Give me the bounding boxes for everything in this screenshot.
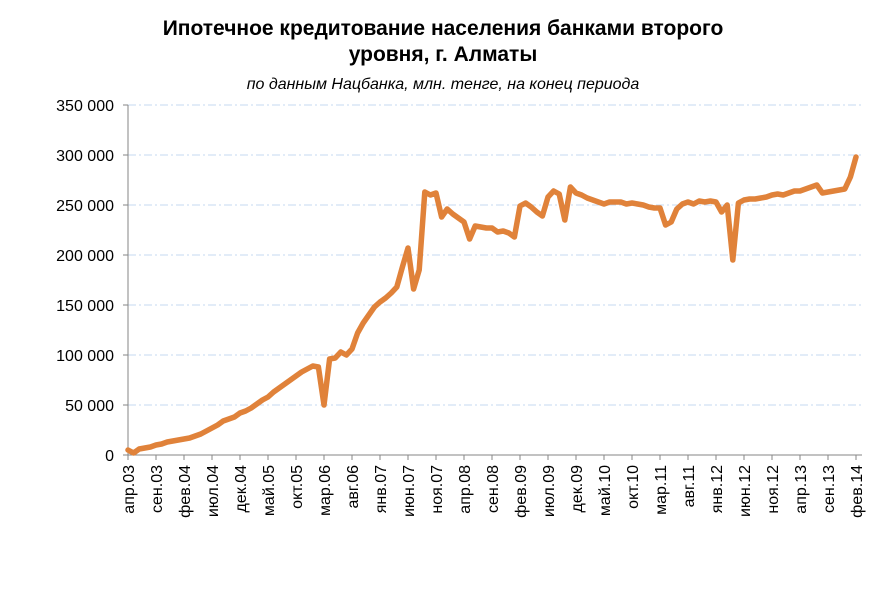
x-tick-label: май.10	[597, 465, 614, 516]
y-tick-label: 250 000	[56, 198, 114, 215]
x-tick-label: фев.14	[849, 465, 866, 518]
x-tick-label: ноя.07	[429, 465, 446, 514]
series-line	[125, 154, 859, 456]
y-tick-label: 50 000	[65, 398, 114, 415]
y-tick-label: 350 000	[56, 98, 114, 115]
x-tick-label: апр.03	[121, 465, 138, 514]
x-tick-label: дек.09	[569, 465, 586, 513]
y-tick-label: 0	[105, 448, 114, 465]
x-tick-label: фев.04	[177, 465, 194, 518]
chart-subtitle: по данным Нацбанка, млн. тенге, на конец…	[246, 76, 640, 93]
x-tick-label: июн.12	[737, 465, 754, 517]
x-tick-label: апр.13	[793, 465, 810, 514]
x-tick-label: окт.10	[625, 465, 642, 509]
x-tick-label: июл.09	[541, 465, 558, 517]
x-tick-label: сен.13	[821, 465, 838, 513]
x-tick-label: авг.11	[681, 465, 698, 507]
chart-title-line-2: уровня, г. Алматы	[348, 43, 538, 66]
x-tick-label: окт.05	[289, 465, 306, 509]
y-tick-label: 150 000	[56, 298, 114, 315]
chart-title: Ипотечное кредитование населения банками…	[0, 16, 886, 68]
y-tick-label: 100 000	[56, 348, 114, 365]
x-tick-label: апр.08	[457, 465, 474, 514]
x-tick-label: фев.09	[513, 465, 530, 518]
x-tick-label: янв.12	[709, 465, 726, 513]
x-tick-label: дек.04	[233, 465, 250, 513]
x-tick-label: май.05	[261, 465, 278, 516]
chart-title-line-1: Ипотечное кредитование населения банками…	[162, 17, 724, 40]
x-tick-label: авг.06	[345, 465, 362, 509]
x-tick-label: янв.07	[373, 465, 390, 513]
x-tick-label: мар.06	[317, 465, 334, 516]
x-tick-label: сен.03	[149, 465, 166, 513]
x-tick-label: июн.07	[401, 465, 418, 517]
x-tick-label: сен.08	[485, 465, 502, 513]
x-tick-label: июл.04	[205, 465, 222, 517]
x-tick-label: ноя.12	[765, 465, 782, 514]
x-tick-label: мар.11	[653, 465, 670, 515]
y-tick-label: 300 000	[56, 148, 114, 165]
y-tick-label: 200 000	[56, 248, 114, 265]
